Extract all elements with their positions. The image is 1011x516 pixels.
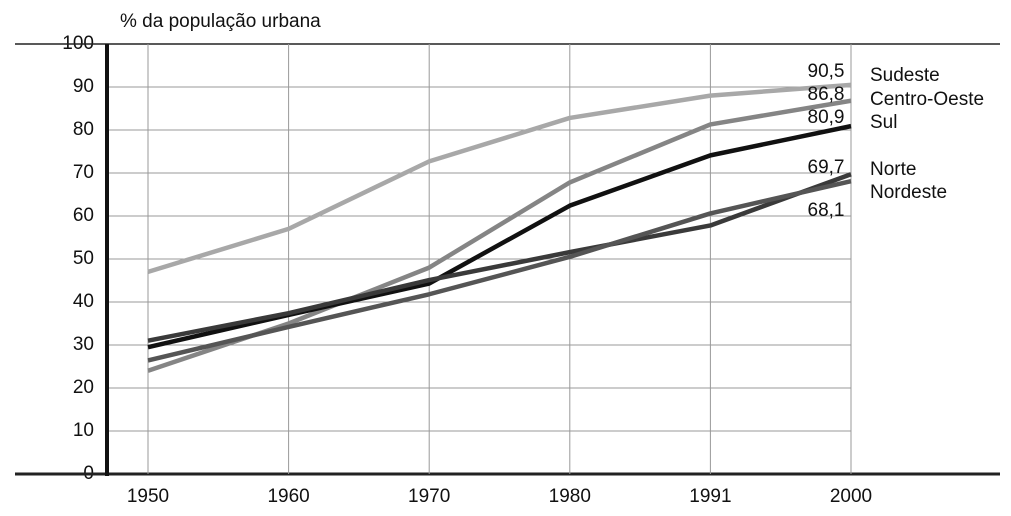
- y-tick-label: 40: [73, 291, 94, 312]
- y-tick-label: 50: [73, 248, 94, 269]
- y-tick-label: 80: [73, 119, 94, 140]
- y-tick-label: 20: [73, 377, 94, 398]
- value-label: 69,7: [808, 157, 845, 178]
- x-tick-label: 1991: [689, 486, 731, 507]
- series-line: [147, 178, 852, 363]
- series-name: Centro-Oeste: [870, 89, 984, 110]
- y-tick-label: 60: [73, 205, 94, 226]
- value-label: 68,1: [808, 200, 845, 221]
- value-label: 80,9: [808, 107, 845, 128]
- y-tick-label: 90: [73, 76, 94, 97]
- x-tick-label: 1980: [549, 486, 591, 507]
- series-line: [147, 172, 852, 343]
- x-tick-label: 2000: [830, 486, 872, 507]
- y-tick-label: 10: [73, 420, 94, 441]
- series-name: Nordeste: [870, 182, 947, 203]
- series-line: [147, 123, 852, 350]
- series-name: Sudeste: [870, 65, 940, 86]
- x-tick-label: 1970: [408, 486, 450, 507]
- series-name: Sul: [870, 112, 897, 133]
- x-tick-label: 1950: [127, 486, 169, 507]
- series-line: [147, 82, 852, 275]
- value-label: 86,8: [808, 84, 845, 105]
- series-name: Norte: [870, 159, 916, 180]
- y-tick-label: 70: [73, 162, 94, 183]
- y-axis-label: % da população urbana: [120, 11, 321, 32]
- value-label: 90,5: [808, 61, 845, 82]
- x-tick-label: 1960: [267, 486, 309, 507]
- y-tick-label: 30: [73, 334, 94, 355]
